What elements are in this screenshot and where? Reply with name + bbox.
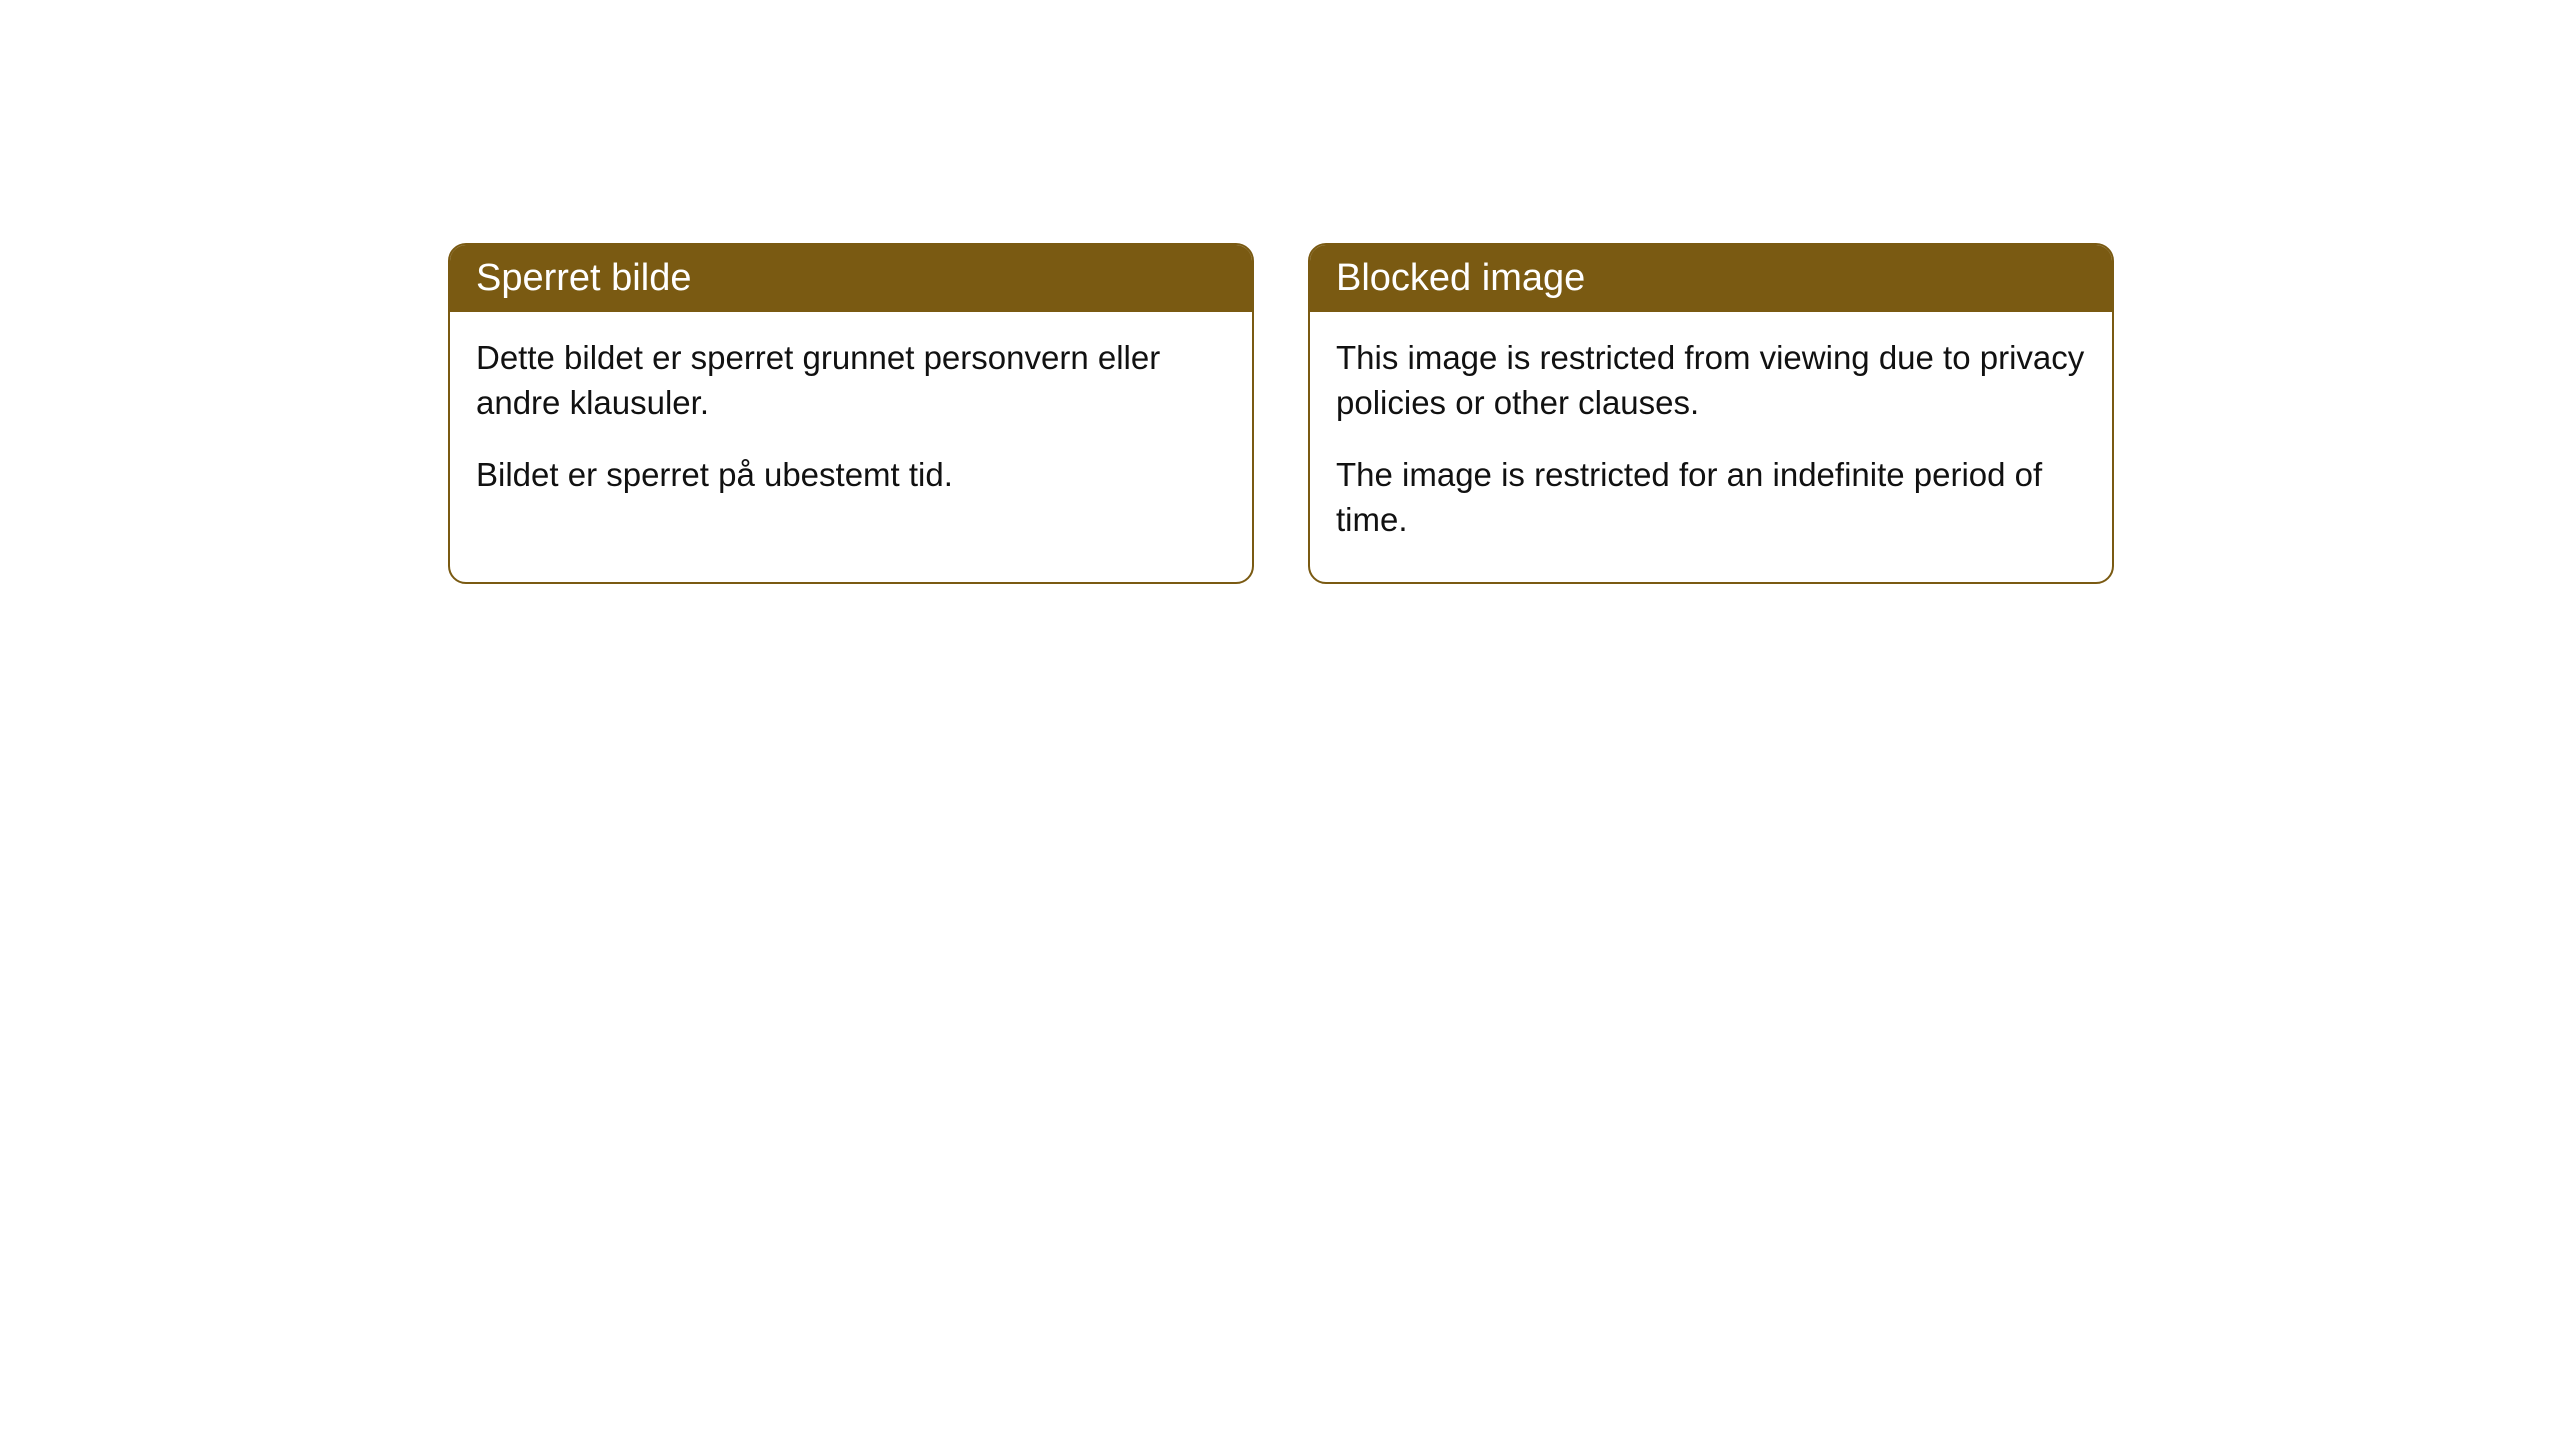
notice-card-english: Blocked image This image is restricted f…: [1308, 243, 2114, 584]
card-paragraph: Bildet er sperret på ubestemt tid.: [476, 453, 1226, 498]
card-paragraph: Dette bildet er sperret grunnet personve…: [476, 336, 1226, 425]
card-title: Sperret bilde: [476, 257, 691, 299]
card-body: This image is restricted from viewing du…: [1310, 312, 2112, 582]
card-header: Blocked image: [1310, 245, 2112, 312]
card-header: Sperret bilde: [450, 245, 1252, 312]
card-title: Blocked image: [1336, 257, 1585, 299]
card-body: Dette bildet er sperret grunnet personve…: [450, 312, 1252, 538]
card-paragraph: This image is restricted from viewing du…: [1336, 336, 2086, 425]
card-paragraph: The image is restricted for an indefinit…: [1336, 453, 2086, 542]
notice-container: Sperret bilde Dette bildet er sperret gr…: [0, 0, 2560, 584]
notice-card-norwegian: Sperret bilde Dette bildet er sperret gr…: [448, 243, 1254, 584]
